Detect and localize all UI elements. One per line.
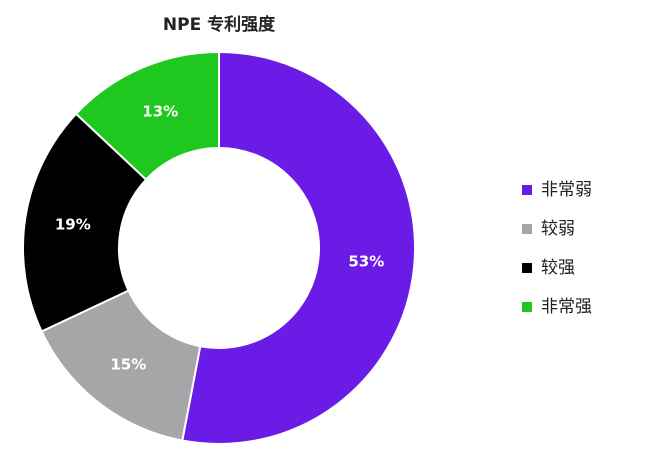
donut-slice	[74, 50, 220, 181]
legend-label: 非常弱	[541, 180, 592, 200]
legend-label: 较弱	[541, 219, 575, 239]
value-label: 53%	[348, 252, 384, 270]
legend-swatch	[522, 263, 532, 273]
donut-slice	[22, 112, 148, 333]
value-label: 19%	[55, 215, 91, 233]
legend-swatch	[522, 224, 532, 234]
legend-swatch	[522, 302, 532, 312]
donut-slice	[181, 50, 416, 445]
value-label: 15%	[110, 355, 146, 373]
legend-swatch	[522, 185, 532, 195]
legend-label: 非常强	[541, 297, 592, 317]
legend-label: 较强	[541, 258, 575, 278]
value-label: 13%	[142, 103, 178, 121]
chart-title: NPE 专利强度	[163, 14, 276, 35]
